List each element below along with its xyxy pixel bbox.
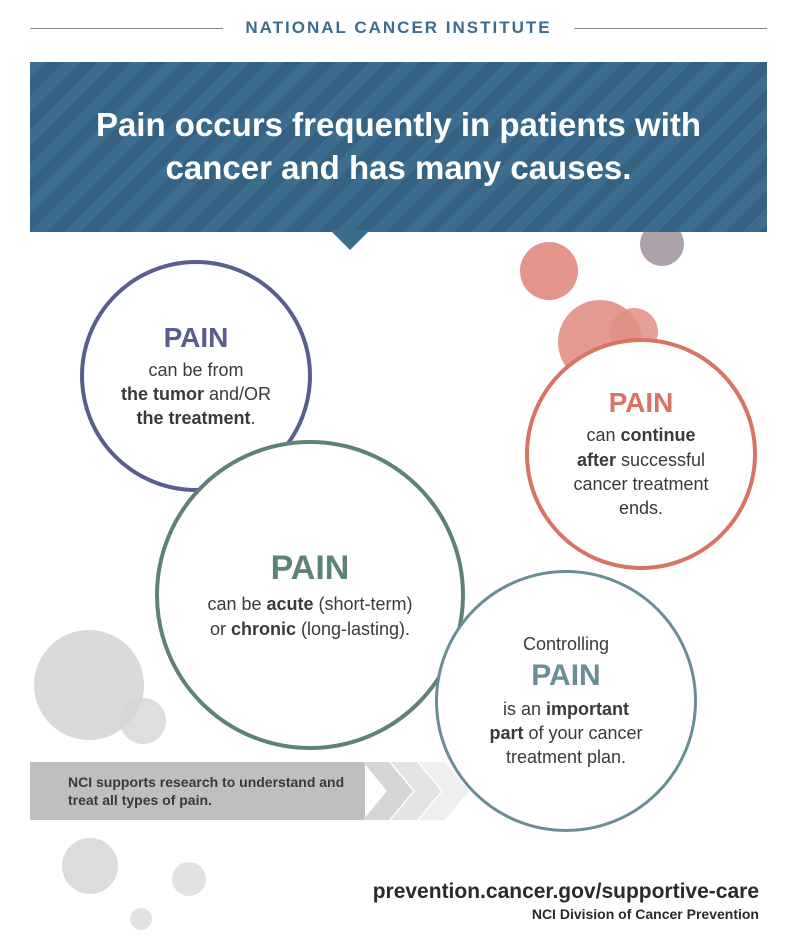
bubble-line: part of your cancer	[489, 721, 642, 745]
bubble-line: can be from	[148, 358, 243, 382]
footer-url: prevention.cancer.gov/supportive-care	[373, 880, 759, 904]
info-bubble-controlling: Controlling PAIN is an importantpart of yo…	[435, 570, 697, 832]
pain-label: PAIN	[164, 322, 229, 354]
bubble-line: after successful	[577, 448, 705, 472]
bubble-line: can be acute (short-term)	[207, 592, 412, 616]
info-bubble-acute: PAIN can be acute (short-term)or chronic …	[155, 440, 465, 750]
pain-label: PAIN	[531, 659, 600, 693]
info-bubble-continue: PAIN can continueafter successfulcancer t…	[525, 338, 757, 570]
bubble-line: or chronic (long-lasting).	[210, 617, 410, 641]
bubble-line: cancer treatment	[573, 472, 708, 496]
footer: prevention.cancer.gov/supportive-care NC…	[373, 880, 759, 922]
pain-label: PAIN	[271, 549, 350, 588]
bubble-line: the treatment.	[136, 406, 255, 430]
bubble-line: is an important	[503, 697, 629, 721]
pain-label: PAIN	[609, 387, 674, 419]
support-ribbon: NCI supports research to understand and …	[0, 762, 473, 820]
bubble-line: ends.	[619, 496, 663, 520]
footer-division: NCI Division of Cancer Prevention	[373, 906, 759, 922]
bubble-line: the tumor and/OR	[121, 382, 271, 406]
bubble-line: treatment plan.	[506, 745, 626, 769]
chevron-icon	[363, 762, 473, 820]
support-text: NCI supports research to understand and …	[30, 762, 365, 820]
bubble-pretext: Controlling	[523, 632, 609, 656]
bubble-line: can continue	[586, 423, 695, 447]
